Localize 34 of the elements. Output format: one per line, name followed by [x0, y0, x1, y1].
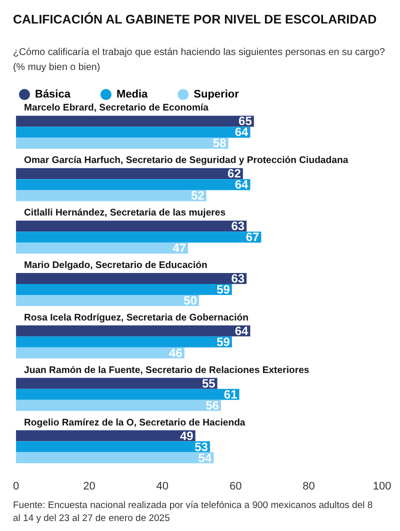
data-label: 63: [231, 219, 245, 234]
legend-label: Superior: [194, 88, 240, 100]
y-tick-label: Citlalli Hernández, Secretaria de las mujeres: [24, 208, 226, 219]
data-label: 52: [190, 188, 205, 203]
data-label: 63: [231, 272, 245, 286]
chart-subtitle: ¿Cómo calificaría el trabajo que están haciendo las siguientes personas en su cargo? (% muy bien o bien): [13, 47, 386, 73]
data-label: 46: [169, 346, 183, 360]
legend-label: Básica: [35, 88, 72, 100]
data-label: 56: [206, 398, 220, 412]
x-tick-label: 60: [229, 480, 242, 492]
data-label: 64: [234, 324, 249, 338]
y-tick-label: Juan Ramón de la Fuente, Secretario de Relaciones Exteriores: [24, 364, 310, 376]
data-label: 59: [216, 282, 230, 296]
data-label: 49: [180, 428, 194, 443]
data-label: 50: [184, 294, 198, 308]
x-tick-label: 80: [302, 480, 315, 492]
data-label: 55: [202, 376, 216, 390]
data-label: 67: [246, 230, 260, 244]
x-tick-label: 100: [372, 480, 392, 492]
source-note: Fuente: Encuesta nacional realizada por vía telefónica a 900 mexicanos adultos del 8 al 14 y del 23 al 27 de enero de 2025: [13, 500, 376, 524]
data-label: 58: [212, 136, 227, 150]
y-tick-label: Rogelio Ramírez de la O, Secretario de Hacienda: [24, 417, 246, 428]
x-tick-label: 20: [83, 480, 96, 492]
y-tick-label: Marcelo Ebrard, Secretario de Economía: [24, 102, 210, 114]
chart-title: CALIFICACIÓN AL GABINETE POR NIVEL DE ESCOLARIDAD: [13, 12, 377, 26]
x-tick-label: 0: [12, 480, 20, 492]
y-tick-label: Omar García Harfuch, Secretario de Seguridad y Protección Ciudadana: [24, 155, 349, 166]
data-label: 47: [172, 241, 186, 256]
data-label: 61: [224, 387, 238, 402]
x-tick-label: 40: [156, 480, 169, 492]
y-tick-label: Rosa Icela Rodríguez, Secretaria de Gobernación: [24, 312, 249, 324]
legend-label: Media: [116, 88, 149, 100]
y-tick-label: Mario Delgado, Secretario de Educación: [24, 260, 208, 271]
data-label: 59: [216, 334, 230, 349]
